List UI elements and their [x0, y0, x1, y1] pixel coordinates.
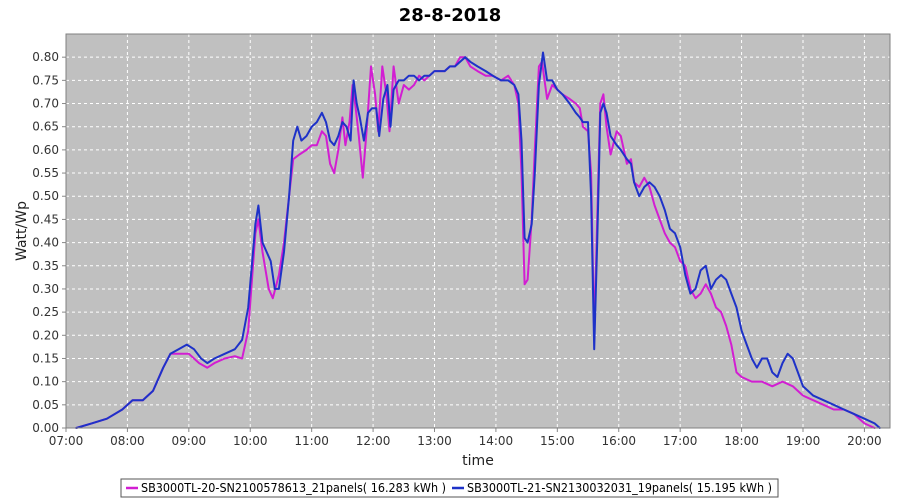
y-tick-label: 0.45 [32, 212, 59, 226]
y-tick-label: 0.50 [32, 189, 59, 203]
x-tick-label: 19:00 [786, 434, 821, 448]
y-tick-label: 0.05 [32, 398, 59, 412]
x-tick-label: 13:00 [417, 434, 452, 448]
plot-area [66, 34, 890, 428]
plot-border [65, 33, 891, 429]
series-line-1 [75, 56, 876, 429]
y-tick-label: 0.40 [32, 236, 59, 250]
x-tick-label: 17:00 [663, 434, 698, 448]
y-tick-label: 0.55 [32, 166, 59, 180]
x-tick-label: 14:00 [479, 434, 514, 448]
y-tick-label: 0.15 [32, 351, 59, 365]
y-tick-label: 0.10 [32, 375, 59, 389]
y-tick-label: 0.60 [32, 143, 59, 157]
x-axis-label: time [462, 453, 494, 469]
y-tick-label: 0.35 [32, 259, 59, 273]
y-axis-label: Watt/Wp [14, 201, 30, 261]
y-tick-label: 0.65 [32, 120, 59, 134]
y-tick-label: 0.75 [32, 73, 59, 87]
x-tick-label: 15:00 [540, 434, 575, 448]
axes [62, 33, 891, 432]
y-tick-label: 0.20 [32, 328, 59, 342]
y-tick-label: 0.25 [32, 305, 59, 319]
y-tick-label: 0.30 [32, 282, 59, 296]
legend: SB3000TL-20-SN2100578613_21panels( 16.28… [120, 478, 779, 498]
x-tick-label: 10:00 [233, 434, 268, 448]
y-tick-labels: 0.00 0.05 0.10 0.15 0.20 0.25 0.30 0.35 0.40 0.45… [32, 50, 59, 435]
legend-label-1: SB3000TL-20-SN2100578613_21panels( 16.28… [141, 481, 446, 495]
y-tick-label: 0.70 [32, 97, 59, 111]
x-tick-label: 20:00 [847, 434, 882, 448]
chart-title: 28-8-2018 [399, 5, 502, 26]
x-tick-label: 16:00 [601, 434, 636, 448]
series-line-2 [75, 51, 881, 429]
series-layer [75, 51, 881, 429]
x-tick-label: 09:00 [172, 434, 207, 448]
x-tick-label: 07:00 [49, 434, 84, 448]
x-tick-label: 18:00 [724, 434, 759, 448]
legend-label-2: SB3000TL-21-SN2130032031_19panels( 15.19… [467, 481, 772, 495]
x-tick-label: 08:00 [110, 434, 145, 448]
y-tick-label: 0.00 [32, 421, 59, 435]
x-tick-label: 12:00 [356, 434, 391, 448]
legend-box [120, 478, 779, 498]
y-tick-label: 0.80 [32, 50, 59, 64]
x-tick-labels: 07:00 08:00 09:00 10:00 11:00 12:00 13:00 14:00… [49, 434, 882, 448]
x-tick-label: 11:00 [294, 434, 329, 448]
